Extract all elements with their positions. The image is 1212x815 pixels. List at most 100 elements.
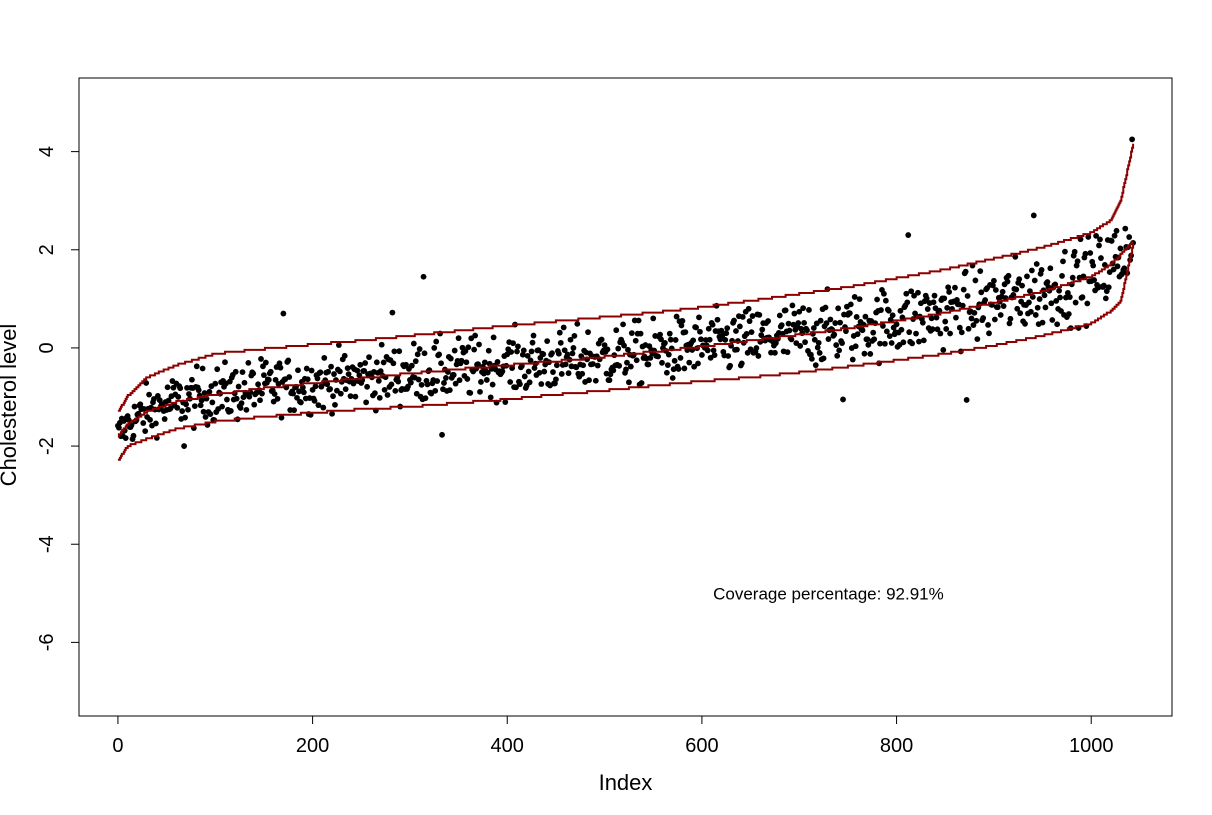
data-point [795,320,802,326]
data-point [1111,232,1118,239]
data-point [1096,242,1102,249]
data-point [376,394,383,401]
data-point [990,277,997,284]
data-point [934,326,941,333]
data-point [705,325,712,332]
data-point [871,336,878,343]
x-tick-label: 600 [685,735,718,757]
data-point [255,381,261,388]
data-point [736,323,743,330]
data-point [1016,276,1023,283]
data-point [311,397,318,404]
data-point [1054,321,1061,328]
data-point [655,353,662,360]
data-point [515,343,521,350]
data-point [206,388,213,395]
data-point [665,351,672,358]
data-point [530,332,537,339]
data-point [1056,287,1062,294]
data-point [185,406,191,413]
data-point [463,359,470,366]
data-point [638,380,645,386]
data-point [746,318,753,325]
data-point [604,346,611,353]
data-point [610,367,617,374]
data-point [502,399,509,405]
data-point [364,383,370,390]
data-point [1062,248,1068,255]
data-point [980,315,987,321]
data-point [161,416,168,422]
data-point [1027,308,1034,315]
data-point [893,321,900,328]
data-point [277,364,284,371]
data-point [621,342,627,349]
data-point [959,302,966,309]
data-point [489,381,496,388]
data-point [395,378,402,385]
data-point [856,296,863,303]
data-point [1012,253,1019,260]
data-point [659,359,665,366]
data-point [1014,305,1021,312]
data-point [525,368,532,375]
data-point [881,340,888,347]
data-point [197,402,204,409]
data-point [874,296,880,303]
data-point [690,337,697,344]
data-point [991,316,998,323]
data-point [276,360,283,367]
data-point [508,349,515,355]
data-point [476,341,482,348]
data-point [550,369,556,375]
data-point [800,305,807,312]
data-point [677,355,684,361]
data-point [464,376,471,382]
data-point [452,380,459,387]
data-point [964,293,971,299]
data-point [772,349,778,356]
data-point [407,379,414,386]
data-point [235,383,242,390]
data-point [886,333,893,339]
data-point [810,325,817,331]
data-point [958,329,965,336]
data-point [1042,304,1049,311]
data-point [635,317,642,324]
data-point [296,388,302,395]
data-point [738,360,745,367]
data-point [366,354,372,361]
data-point [332,401,338,408]
data-point [759,326,766,333]
data-point [971,309,978,316]
data-point [1028,267,1035,274]
data-point [633,357,640,364]
data-point [1033,261,1040,267]
data-point [748,329,755,336]
data-point [556,329,563,336]
data-point [846,310,853,317]
data-point [375,377,382,384]
data-point [484,369,491,376]
data-point [175,393,182,400]
data-point [1108,238,1115,244]
data-point [1052,281,1059,288]
data-point [390,360,397,367]
data-point [679,318,686,324]
data-point [125,416,132,423]
data-point [431,345,438,351]
data-point [986,330,992,337]
data-point [450,372,457,378]
data-point [257,397,263,404]
data-point [817,317,824,324]
data-point [1122,225,1129,232]
data-point [714,316,721,323]
data-point [881,290,887,297]
data-point [467,390,474,396]
y-axis-title: Cholesterol level [0,324,21,487]
data-point [280,310,287,317]
data-point [233,395,240,402]
data-point [561,347,568,354]
data-point [485,347,492,354]
